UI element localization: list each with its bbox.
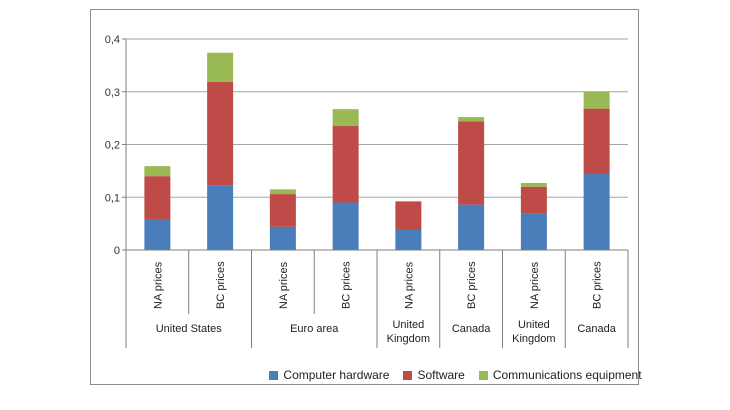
bar-software — [207, 81, 234, 186]
group-label-line: United — [392, 319, 424, 331]
bar-communications-equipment — [207, 52, 234, 82]
gridlines — [126, 38, 628, 198]
group-label: United Kingdom — [387, 319, 430, 345]
bar-computer-hardware — [458, 204, 485, 250]
bar-communications-equipment — [269, 189, 296, 195]
y-tick-label: 0,3 — [105, 87, 120, 99]
bar-computer-hardware — [207, 185, 234, 250]
legend-swatch — [403, 370, 413, 380]
bar-communications-equipment — [583, 91, 610, 109]
category-label: BC prices — [341, 261, 353, 309]
bar-software — [583, 108, 610, 175]
bar-software — [520, 186, 547, 214]
category-label: NA prices — [152, 261, 164, 309]
legend-item: Communications equipment — [478, 368, 642, 382]
bar-communications-equipment — [332, 109, 359, 127]
group-label: Canada — [452, 323, 491, 335]
bar-computer-hardware — [520, 213, 547, 250]
category-label: NA prices — [403, 261, 415, 309]
bar-software — [269, 194, 296, 227]
group-label-line: Kingdom — [387, 333, 430, 345]
y-tick-label: 0 — [114, 245, 120, 257]
category-label: BC prices — [215, 261, 227, 309]
group-label-line: Canada — [452, 323, 491, 335]
bars — [144, 52, 610, 250]
group-label: Euro area — [290, 323, 339, 335]
group-label-line: Kingdom — [512, 333, 555, 345]
legend-label: Communications equipment — [492, 368, 642, 382]
bar-computer-hardware — [332, 202, 359, 250]
bar-computer-hardware — [269, 226, 296, 250]
bar-computer-hardware — [583, 174, 610, 250]
chart-frame: 0 0,1 0,2 0,3 0,4 NA prices BC prices NA prices… — [90, 9, 642, 385]
group-label: United States — [156, 323, 223, 335]
bar-software — [144, 176, 171, 220]
legend-item: Computer hardware — [269, 368, 389, 382]
axes — [122, 38, 629, 348]
legend-label: Computer hardware — [283, 368, 390, 382]
category-label: BC prices — [592, 261, 604, 309]
bar-communications-equipment — [458, 117, 485, 122]
bar-communications-equipment — [144, 166, 171, 177]
legend-swatch — [269, 370, 279, 380]
legend-item: Software — [403, 368, 465, 382]
group-label-line: Euro area — [290, 323, 339, 335]
bar-software — [458, 121, 485, 205]
legend-label: Software — [417, 368, 465, 382]
group-label: United Kingdom — [512, 319, 555, 345]
group-label: Canada — [577, 323, 616, 335]
legend-swatch — [478, 370, 488, 380]
category-label: NA prices — [278, 261, 290, 309]
bar-computer-hardware — [144, 219, 171, 250]
category-label: BC prices — [466, 261, 478, 309]
axis-labels: 0 0,1 0,2 0,3 0,4 NA prices BC prices NA prices… — [105, 34, 617, 345]
bar-communications-equipment — [395, 200, 422, 202]
category-label: NA prices — [529, 261, 541, 309]
group-label-line: Canada — [577, 323, 616, 335]
y-tick-label: 0,2 — [105, 140, 120, 152]
bar-software — [395, 201, 422, 230]
group-label-line: United States — [156, 323, 223, 335]
group-label-line: United — [518, 319, 550, 331]
stacked-bar-chart: 0 0,1 0,2 0,3 0,4 NA prices BC prices NA prices… — [105, 34, 629, 348]
legend: Computer hardware Software Communications … — [181, 364, 730, 386]
bar-software — [332, 126, 359, 203]
y-tick-label: 0,1 — [105, 192, 120, 204]
bar-computer-hardware — [395, 229, 422, 250]
y-tick-label: 0,4 — [105, 34, 120, 46]
bar-communications-equipment — [520, 183, 547, 187]
